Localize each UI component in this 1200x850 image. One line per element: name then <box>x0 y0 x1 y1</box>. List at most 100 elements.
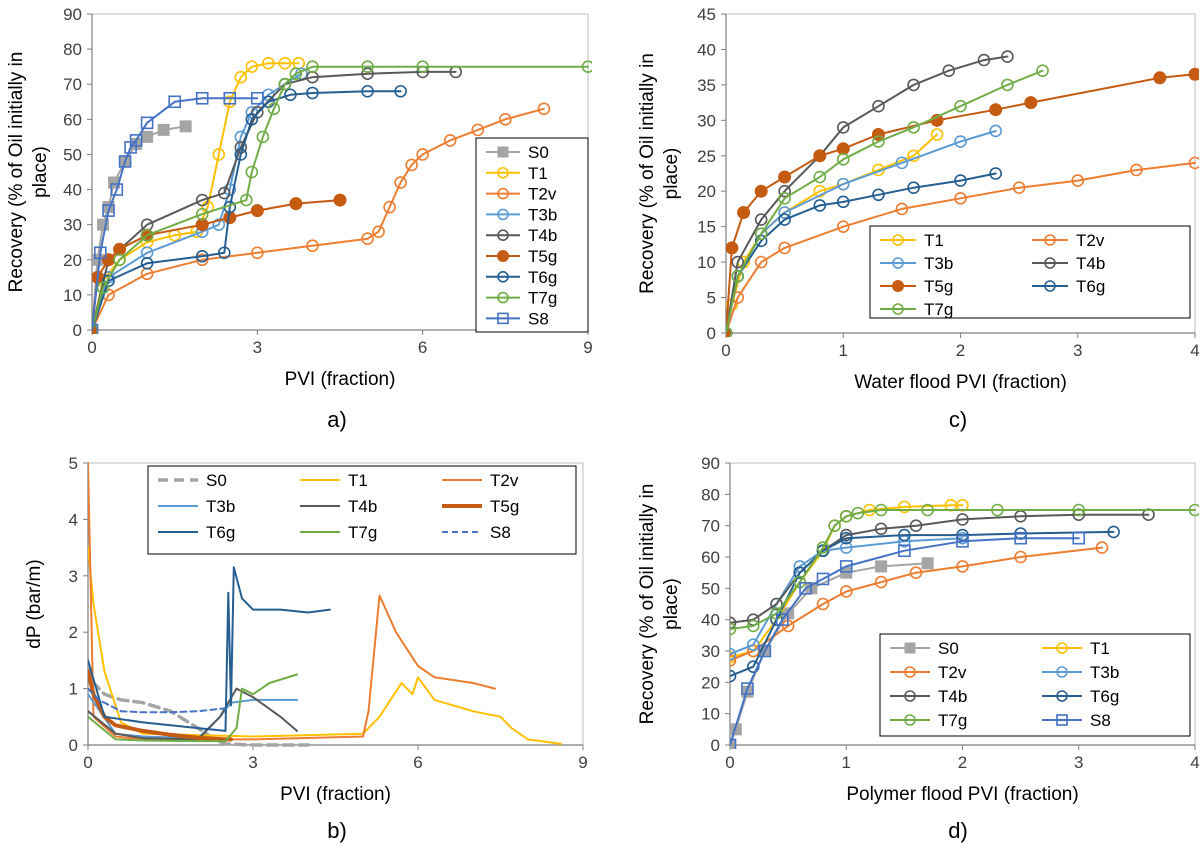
series-t4b <box>88 687 298 741</box>
legend-label-t6g: T6g <box>1076 277 1105 296</box>
point-t6g <box>907 181 920 194</box>
point-s8 <box>839 560 853 573</box>
y-tick-label: 20 <box>63 251 82 270</box>
point-t6g <box>195 249 209 263</box>
point-s0 <box>497 146 509 158</box>
point-t2v <box>874 575 888 589</box>
point-s8 <box>741 682 754 695</box>
point-t7g <box>836 153 850 166</box>
x-tick-label: 4 <box>1190 341 1199 360</box>
point-t7g <box>1188 503 1199 517</box>
y-tick-label: 40 <box>697 40 716 59</box>
legend-item-s8: S8 <box>442 523 511 542</box>
point-s0 <box>179 120 192 133</box>
series-t2v <box>92 102 551 334</box>
point-t5g <box>1188 67 1199 81</box>
point-t4b <box>217 186 231 200</box>
point-t4b <box>909 519 923 532</box>
series-line-t2v <box>730 546 1103 662</box>
legend-label-t7g: T7g <box>348 523 377 542</box>
point-t6g <box>234 148 248 161</box>
legend-label-t5g: T5g <box>490 497 519 516</box>
y-tick-label: 20 <box>701 673 720 692</box>
legend-label-t2v: T2v <box>528 185 557 204</box>
legend-label-t1: T1 <box>1090 639 1110 658</box>
y-tick-label: 25 <box>697 147 716 166</box>
series-t2v <box>726 156 1199 337</box>
y-tick-label: 40 <box>63 181 82 200</box>
x-tick-label: 0 <box>725 753 734 772</box>
point-s8 <box>776 613 789 626</box>
chart-panel-b: 0 3 6 9 0 1 2 3 4 5 PVI (fraction) dP (bar/m) S0 T1 T2… <box>24 454 588 805</box>
legend-item-t7g: T7g <box>880 300 953 319</box>
series-t5g <box>726 67 1199 337</box>
y-tick-label: 30 <box>697 111 716 130</box>
point-t2v <box>839 585 853 598</box>
point-s0 <box>92 253 104 266</box>
legend-item-t6g: T6g <box>158 523 235 542</box>
y-tick-label: 80 <box>63 40 82 59</box>
y-tick-label: 5 <box>69 454 78 473</box>
y-tick-label: 45 <box>697 5 716 24</box>
y-axis-label: Recovery (% of Oil initially in place) <box>637 484 682 725</box>
point-t2v <box>1130 163 1143 177</box>
point-t2v <box>904 666 916 678</box>
point-t7g <box>267 102 281 116</box>
point-s8 <box>730 738 737 749</box>
point-t2v <box>195 253 209 267</box>
point-t2v <box>443 134 457 147</box>
point-t7g <box>497 291 509 304</box>
y-tick-label: 60 <box>63 110 82 129</box>
series-layer <box>726 50 1199 337</box>
point-t3b <box>989 124 1002 138</box>
point-t7g <box>1036 64 1049 78</box>
point-t6g <box>730 669 737 683</box>
legend-item-t3b: T3b <box>880 254 953 273</box>
x-tick-label: 4 <box>1190 753 1199 772</box>
legend-label-t7g: T7g <box>924 300 953 319</box>
legend-item-t1: T1 <box>880 231 944 250</box>
point-t1 <box>898 500 911 514</box>
point-t7g <box>874 503 888 517</box>
point-t5g <box>726 241 739 255</box>
x-axis-label: Polymer flood PVI (fraction) <box>846 784 1078 805</box>
point-t5g <box>1024 96 1038 110</box>
legend-item-s0: S0 <box>486 143 549 162</box>
point-t6g <box>394 84 407 98</box>
point-s0 <box>141 130 154 143</box>
legend-label-t3b: T3b <box>924 254 953 273</box>
point-s0 <box>97 218 110 231</box>
point-t7g <box>872 135 885 148</box>
y-tick-label: 50 <box>63 145 82 164</box>
x-tick-label: 6 <box>413 753 422 772</box>
legend-label-t2v: T2v <box>490 471 519 490</box>
point-t7g <box>828 519 841 532</box>
point-t6g <box>898 528 911 542</box>
point-s8 <box>758 644 772 658</box>
legend-label-t3b: T3b <box>206 497 235 516</box>
point-t1 <box>892 234 904 246</box>
point-t6g <box>989 167 1002 180</box>
point-t5g <box>813 149 827 163</box>
point-t2v <box>730 654 737 667</box>
series-t1 <box>88 546 562 745</box>
point-t4b <box>770 597 783 611</box>
point-t5g <box>195 218 209 232</box>
legend-item-t6g: T6g <box>1042 687 1119 706</box>
y-tick-label: 70 <box>701 517 720 536</box>
point-t7g <box>256 130 270 144</box>
point-t2v <box>471 123 485 137</box>
legend-item-t4b: T4b <box>890 687 967 706</box>
y-tick-label: 0 <box>711 736 720 755</box>
legend-item-s8: S8 <box>1042 711 1111 730</box>
point-t7g <box>245 165 259 179</box>
point-t6g <box>497 270 509 283</box>
point-t4b <box>836 121 850 134</box>
series-line-s0 <box>92 125 187 331</box>
y-tick-label: 60 <box>701 548 720 567</box>
legend-label-t5g: T5g <box>528 247 557 266</box>
point-t4b <box>874 522 888 536</box>
legend-c: T1 T2v T3b T4b T5g T6g T7g <box>869 225 1191 319</box>
